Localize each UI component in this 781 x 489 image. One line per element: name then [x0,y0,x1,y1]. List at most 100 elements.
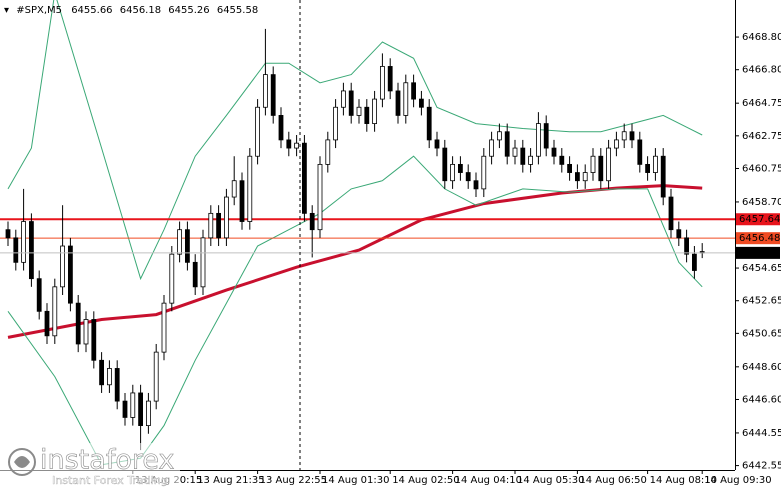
candle-body [36,278,42,312]
price-tag-label: 6456.48 [739,233,780,244]
candle-body [504,131,510,157]
candle-body [262,74,268,108]
candle-body [434,139,440,149]
candle-body [130,392,136,418]
candle-body [223,196,229,239]
candle-body [5,229,11,239]
x-tick-label: 14 Aug 04:10 [455,475,522,486]
candle-body [145,400,151,426]
header-title: #SPX,M5 [16,5,62,16]
candle-body [450,163,456,182]
candle-body [637,139,643,165]
y-tick-label: 6464.75 [742,98,781,109]
price-tag [736,232,780,245]
watermark-logo [8,448,36,476]
candle-body [668,196,674,231]
candle-body [473,180,479,190]
x-tick-label: 14 Aug 01:30 [322,475,389,486]
header-close: 6455.58 [217,5,258,16]
candle-body [582,172,588,182]
y-tick-label: 6442.55 [742,461,781,472]
x-tick-label: 14 Aug 02:50 [392,475,459,486]
watermark: instaforex Instant Forex Trading [0,443,180,489]
y-tick-label: 6446.60 [742,394,781,405]
candle-body [364,106,370,124]
candle-body [286,139,292,149]
candle-body [60,245,65,288]
y-tick-label: 6448.60 [742,362,781,373]
candle-body [387,66,393,92]
candle-body [278,115,284,141]
candle-body [91,319,97,361]
candle-body [75,302,81,345]
candle-body [216,212,222,239]
candle-body [614,139,619,149]
candle-body [629,131,635,141]
candle-body [169,253,175,304]
axes: 6468.80 6466.80 6464.75 6462.75 6460.75 6458.… [132,32,781,486]
candle-body [606,147,611,182]
candle-body [153,351,159,402]
candle-body [231,180,237,198]
candle-body [551,147,557,157]
candle-body [356,106,362,116]
candle-body [28,221,34,280]
candle-body [481,155,487,190]
candle-body [294,142,300,149]
candle-body [44,310,50,337]
candle-body [442,147,448,182]
candle-body [348,90,354,116]
x-tick-label: 14 Aug 09:30 [704,475,771,486]
candle-body [52,286,58,337]
candle-body [512,147,518,157]
band-line [7,0,703,281]
candle-body [590,155,596,173]
y-tick-label: 6466.80 [742,65,781,76]
y-tick-label: 6458.70 [742,197,781,208]
candle-body [543,123,549,149]
candle-body [520,147,526,165]
header-open: 6455.66 [71,5,112,16]
candle-body [559,155,565,165]
candle-body [340,90,346,108]
candle-body [660,155,666,198]
watermark-logo-mark [14,456,30,468]
header-high: 6456.18 [120,5,161,16]
candle-body [379,66,385,100]
candle-body [255,106,261,157]
candle-body [138,392,144,426]
candle-body [122,400,128,418]
candle-body [13,237,19,263]
x-tick-label: 14 Aug 05:30 [517,475,584,486]
candle-body [457,163,463,173]
header: ▾ #SPX,M5 6455.66 6456.18 6455.26 6455.5… [4,5,258,16]
candle-body [411,82,417,100]
candle-body [653,155,658,173]
candle-body [621,131,627,141]
price-tag-label: 6457.64 [739,214,780,225]
candle-body [496,131,502,141]
candle-body [692,253,697,271]
x-tick-label: 14 Aug 06:50 [579,475,646,486]
candle-body [465,172,471,182]
candle-body [598,155,604,182]
candle-body [107,368,112,386]
y-tick-label: 6460.75 [742,163,781,174]
y-tick-label: 6462.75 [742,131,781,142]
x-tick-label: 14 Aug 08:10 [650,475,717,486]
candle-body [317,163,323,231]
x-tick-label: 13 Aug 22:55 [260,475,327,486]
y-tick-label: 6452.65 [742,296,781,307]
candle-body [301,142,307,214]
candle-body [403,82,409,116]
y-tick-label: 6468.80 [742,32,781,43]
candle-body [528,155,533,165]
candle-body [575,172,580,182]
candle-body [177,229,183,255]
price-tag-label: 6455.58 [739,248,780,259]
candle-body [99,359,104,386]
candle-body [372,98,378,124]
y-tick-label: 6454.65 [742,263,781,274]
